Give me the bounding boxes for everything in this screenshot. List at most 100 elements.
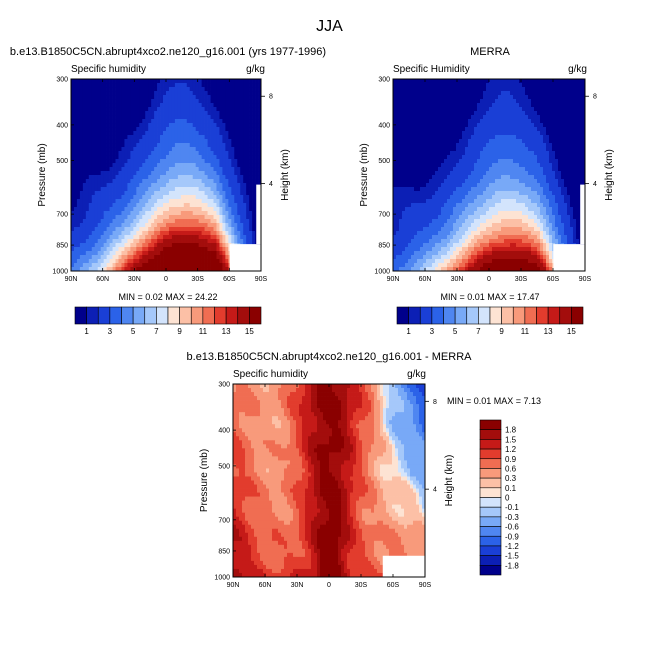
heatmap-cell [85, 163, 90, 168]
heatmap-cell [133, 111, 137, 116]
heatmap-cell [249, 131, 253, 136]
heatmap-cell [192, 183, 197, 188]
heatmap-cell [447, 95, 451, 100]
heatmap-cell [157, 135, 161, 140]
heatmap-cell [166, 103, 170, 108]
heatmap-cell [186, 159, 191, 164]
heatmap-cell [507, 119, 511, 124]
heatmap-cell [192, 119, 197, 124]
heatmap-cell [189, 195, 194, 200]
heatmap-cell [234, 111, 238, 116]
heatmap-cell [76, 183, 81, 188]
heatmap-cell [258, 119, 262, 124]
colorbar-swatch [190, 306, 204, 325]
heatmap-cell [522, 159, 526, 164]
heatmap-cell [136, 87, 140, 92]
heatmap-cell [234, 239, 238, 244]
heatmap-cell [528, 119, 532, 124]
heatmap-cell [151, 215, 155, 220]
heatmap-cell [210, 163, 214, 168]
heatmap-cell [88, 151, 93, 156]
heatmap-cell [177, 171, 182, 176]
heatmap-cell [240, 83, 244, 88]
heatmap-cell [252, 199, 256, 204]
heatmap-cell [71, 195, 75, 200]
heatmap-cell [73, 103, 78, 108]
heatmap-cell [163, 187, 167, 192]
heatmap-cell [136, 215, 140, 220]
heatmap-cell [480, 111, 484, 116]
heatmap-cell [148, 191, 152, 196]
heatmap-cell [219, 87, 223, 92]
heatmap-cell [243, 171, 247, 176]
heatmap-cell [183, 127, 188, 132]
heatmap-cell [447, 135, 451, 140]
heatmap-cell [91, 119, 96, 124]
heatmap-cell [546, 83, 550, 88]
heatmap-cell [210, 151, 214, 156]
heatmap-cell [438, 123, 442, 128]
heatmap-cell [198, 115, 202, 120]
heatmap-cell [166, 247, 170, 252]
heatmap-cell [174, 231, 179, 236]
heatmap-cell [136, 191, 140, 196]
heatmap-cell [106, 191, 110, 196]
heatmap-cell [171, 151, 176, 156]
heatmap-cell [163, 107, 167, 112]
heatmap-cell [145, 195, 149, 200]
heatmap-cell [91, 131, 96, 136]
heatmap-cell [219, 79, 223, 84]
heatmap-cell [435, 155, 439, 160]
heatmap-cell [426, 155, 430, 160]
heatmap-cell [555, 155, 559, 160]
heatmap-cell [249, 191, 253, 196]
heatmap-cell [552, 147, 556, 152]
heatmap-cell [139, 79, 143, 84]
heatmap-cell [489, 155, 493, 160]
heatmap-cell [103, 171, 107, 176]
heatmap-cell [85, 131, 90, 136]
heatmap-cell [219, 175, 223, 180]
heatmap-cell [94, 151, 99, 156]
heatmap-cell [483, 131, 487, 136]
heatmap-cell [115, 99, 119, 104]
heatmap-cell [97, 115, 102, 120]
heatmap-cell [151, 239, 155, 244]
heatmap-cell [498, 163, 502, 168]
colorbar-swatch [167, 306, 180, 325]
heatmap-cell [174, 223, 179, 228]
heatmap-cell [462, 191, 466, 196]
heatmap-cell [171, 159, 176, 164]
heatmap-cell [408, 143, 412, 148]
heatmap-cell [567, 151, 571, 156]
heatmap-cell [528, 123, 532, 128]
heatmap-cell [207, 119, 211, 124]
heatmap-cell [121, 171, 125, 176]
heatmap-cell [94, 139, 99, 144]
heatmap-cell [423, 91, 427, 96]
heatmap-cell [180, 171, 185, 176]
heatmap-cell [420, 183, 424, 188]
heatmap-cell [133, 183, 137, 188]
heatmap-cell [183, 159, 188, 164]
heatmap-cell [237, 135, 241, 140]
heatmap-cell [249, 171, 253, 176]
heatmap-cell [483, 175, 487, 180]
heatmap-cell [180, 251, 185, 256]
heatmap-cell [243, 231, 247, 236]
heatmap-cell [174, 163, 179, 168]
heatmap-cell [420, 171, 424, 176]
heatmap-cell [97, 171, 102, 176]
heatmap-cell [504, 171, 508, 176]
heatmap-cell [498, 115, 502, 120]
heatmap-cell [441, 103, 445, 108]
heatmap-cell [549, 151, 553, 156]
heatmap-cell [243, 143, 247, 148]
heatmap-cell [139, 203, 143, 208]
heatmap-cell [180, 263, 185, 268]
heatmap-cell [112, 187, 116, 192]
heatmap-cell [231, 139, 235, 144]
heatmap-cell [85, 247, 90, 252]
heatmap-cell [124, 151, 128, 156]
heatmap-cell [237, 163, 241, 168]
